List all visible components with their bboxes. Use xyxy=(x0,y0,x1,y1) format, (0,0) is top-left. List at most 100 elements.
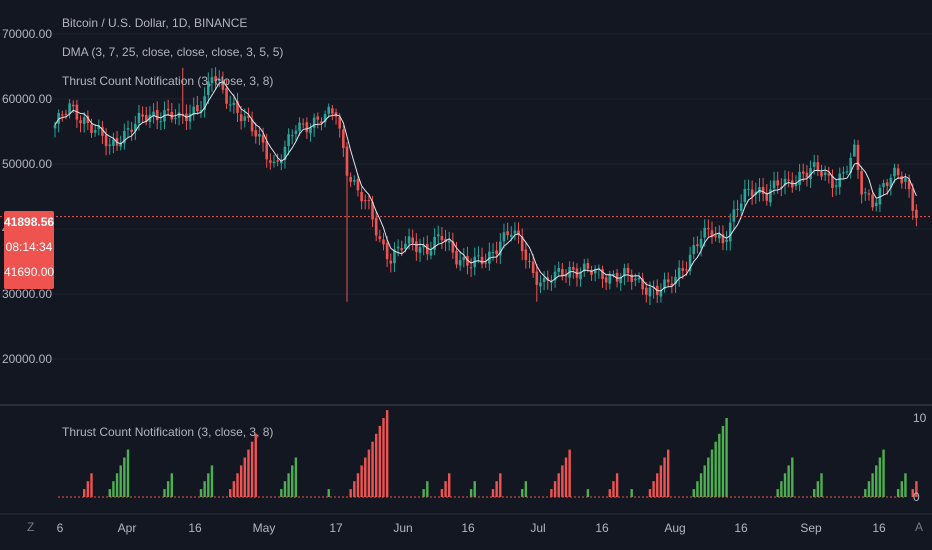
candle-body xyxy=(663,279,666,289)
thrust-bar xyxy=(692,489,695,497)
oscillator-legend[interactable]: Thrust Count Notification (3, close, 3, … xyxy=(62,425,274,439)
candle-body xyxy=(123,131,126,144)
candle-body xyxy=(276,160,279,162)
candle-body xyxy=(97,125,101,129)
candle-body xyxy=(561,269,564,277)
thrust-bar xyxy=(659,465,663,497)
thrust-bar xyxy=(721,425,725,497)
time-tick-label: 17 xyxy=(329,521,343,535)
candle-body xyxy=(688,254,692,272)
thrust-bar xyxy=(791,457,794,497)
candle-body xyxy=(520,236,524,252)
candle-body xyxy=(604,277,608,283)
candle-body xyxy=(272,161,276,164)
candle-body xyxy=(812,162,816,167)
candle-body xyxy=(601,269,604,279)
candle-body xyxy=(214,76,217,82)
candle-body xyxy=(499,241,502,256)
candle-body xyxy=(630,274,633,282)
candle-body xyxy=(261,135,265,143)
dma-legend[interactable]: DMA (3, 7, 25, close, close, close, 3, 5… xyxy=(62,45,284,59)
candle-body xyxy=(458,260,462,266)
candle-body xyxy=(334,112,338,117)
thrust-bar xyxy=(714,441,717,497)
thrust-bar xyxy=(250,441,254,497)
thrust-bar xyxy=(564,457,568,497)
thrust-bar xyxy=(469,489,473,497)
thrust-bar xyxy=(210,465,214,497)
candle-body xyxy=(108,144,112,146)
candle-body xyxy=(415,241,418,252)
thrust-bar xyxy=(820,473,823,497)
thrust-bar xyxy=(422,489,425,497)
candle-body xyxy=(407,236,411,244)
thrust-bar xyxy=(86,481,90,497)
candle-body xyxy=(728,222,732,242)
thrust-bar xyxy=(630,489,633,497)
candle-body xyxy=(831,175,834,189)
thrust-bar xyxy=(119,465,122,497)
thrust-bar xyxy=(707,457,710,497)
osc-tick-label: 0 xyxy=(913,490,920,504)
thrust-bar xyxy=(553,481,557,497)
thrust-bar xyxy=(90,473,93,497)
candle-body xyxy=(239,114,243,122)
candle-body xyxy=(283,146,287,161)
thrust-bar xyxy=(170,473,173,497)
candle-body xyxy=(137,112,141,123)
candle-body xyxy=(838,173,842,187)
thrust-bar xyxy=(499,473,502,497)
candle-body xyxy=(433,236,436,250)
candle-body xyxy=(342,129,345,149)
thrust-bar xyxy=(280,489,283,497)
candle-body xyxy=(761,186,765,195)
time-tick-label: 6 xyxy=(57,521,64,535)
candle-body xyxy=(528,260,531,262)
candle-body xyxy=(57,112,60,124)
auto-scale-button[interactable]: A xyxy=(915,520,924,534)
candle-body xyxy=(258,133,261,137)
candle-body xyxy=(546,277,550,281)
candle-body xyxy=(907,179,911,190)
thrust-bar xyxy=(232,481,236,497)
thrust-bar xyxy=(725,418,728,497)
candle-body xyxy=(480,256,484,265)
candle-body xyxy=(228,104,232,106)
candle-body xyxy=(338,116,341,129)
time-axis-labels[interactable]: 6 Apr 16 May 17 Jun 16 Jul 16 Aug 16 Sep 16 xyxy=(57,521,886,535)
candle-body xyxy=(776,180,779,186)
candle-body xyxy=(674,276,677,285)
thrust-bar xyxy=(247,449,250,497)
candle-body xyxy=(798,171,801,185)
candle-body xyxy=(593,269,597,274)
thrust-bar xyxy=(783,473,787,497)
thrust-bar xyxy=(207,473,210,497)
thrust-bar xyxy=(561,465,564,497)
time-tick-label: Apr xyxy=(118,521,137,535)
thrust-bar xyxy=(378,425,382,497)
candle-body xyxy=(181,113,185,116)
thrust-bar xyxy=(871,473,874,497)
candle-body xyxy=(670,283,674,286)
candle-body xyxy=(400,248,404,251)
candle-body xyxy=(353,180,356,182)
candle-body xyxy=(677,267,681,278)
thrust-legend[interactable]: Thrust Count Notification (3, close, 3, … xyxy=(62,74,274,88)
thrust-bar xyxy=(896,489,900,497)
thrust-bar xyxy=(568,449,571,497)
candle-body xyxy=(703,227,706,238)
thrust-bar xyxy=(440,489,444,497)
zoom-button[interactable]: Z xyxy=(27,520,35,534)
candle-body xyxy=(874,202,878,207)
candle-body xyxy=(455,250,458,265)
candle-body xyxy=(243,116,247,121)
candle-body xyxy=(466,255,469,266)
candle-body xyxy=(853,144,856,157)
candle-body xyxy=(572,267,575,270)
candle-body xyxy=(385,242,389,260)
candle-body xyxy=(619,277,623,284)
candle-body xyxy=(513,230,517,234)
candle-body xyxy=(707,228,710,230)
candle-body xyxy=(794,183,798,187)
thrust-bar xyxy=(878,457,882,497)
